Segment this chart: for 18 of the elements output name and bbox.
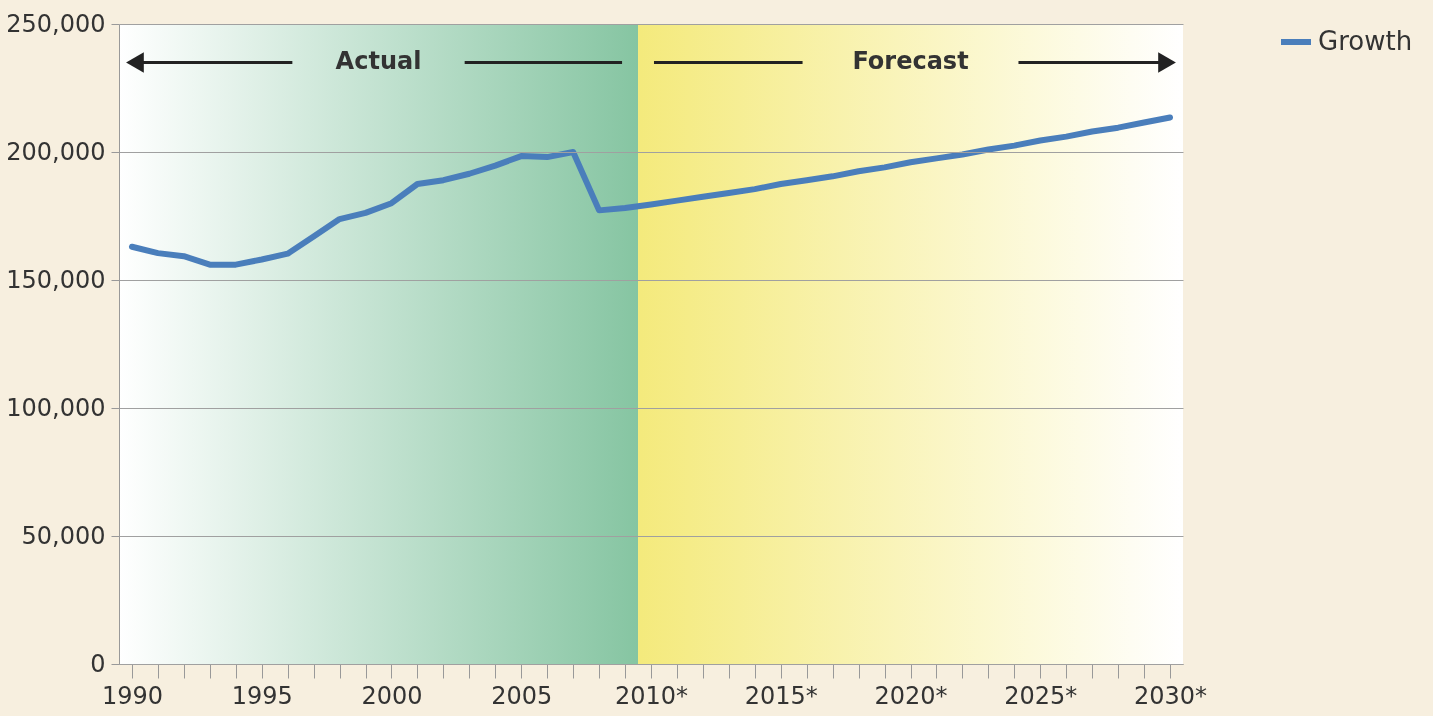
- legend-label: Growth: [1318, 26, 1413, 56]
- x-tick-label: 2005: [491, 681, 553, 710]
- x-tick-label: 1995: [231, 681, 293, 710]
- x-tick-label: 2010*: [614, 681, 689, 710]
- x-tick-label: 1990: [101, 681, 164, 710]
- x-tick-label: 2020*: [874, 681, 948, 710]
- band-label: Forecast: [852, 47, 969, 76]
- y-tick-label: 250,000: [6, 9, 106, 38]
- y-tick-label: 0: [90, 649, 106, 678]
- x-tick-label: 2025*: [1004, 681, 1078, 710]
- y-tick-label: 50,000: [21, 521, 106, 550]
- x-tick-label: 2030*: [1133, 681, 1208, 710]
- band-label: Actual: [335, 47, 422, 76]
- x-tick-label: 2000: [361, 681, 423, 710]
- x-tick-label: 2015*: [744, 681, 818, 710]
- y-tick-label: 200,000: [6, 137, 106, 166]
- y-tick-label: 150,000: [6, 265, 106, 294]
- y-tick-label: 100,000: [6, 393, 106, 422]
